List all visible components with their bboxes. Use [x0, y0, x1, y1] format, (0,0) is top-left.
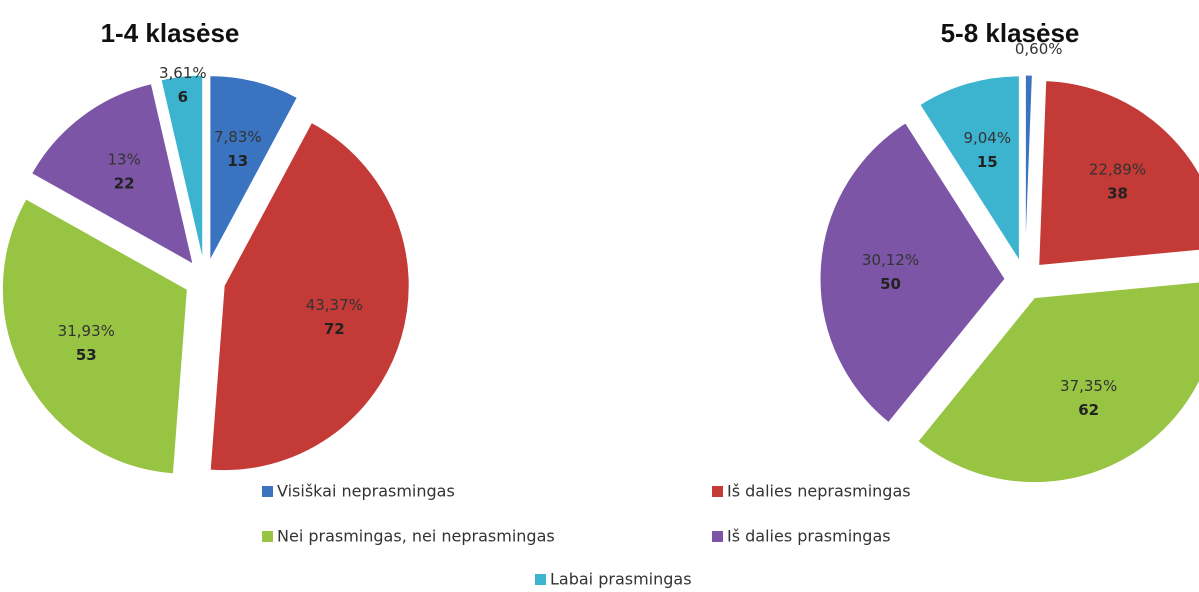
pie-slice: [917, 281, 1199, 484]
count-label: 13: [227, 152, 248, 170]
pie-slice: [30, 83, 194, 265]
count-label: 62: [1078, 401, 1099, 419]
legend-swatch: [535, 574, 546, 585]
pie-slice: [1024, 74, 1033, 261]
percent-label: 22,89%: [1089, 161, 1146, 179]
chart-title: 1-4 klasėse: [101, 18, 240, 48]
pie-slice: [1038, 80, 1199, 267]
pie-slice: [919, 75, 1020, 263]
count-label: 22: [114, 175, 135, 193]
percent-label: 30,12%: [862, 251, 919, 269]
pie-slice: [209, 75, 298, 261]
chart-title: 5-8 klasėse: [941, 18, 1080, 48]
pie-slice: [1, 198, 188, 475]
legend-swatch: [262, 531, 273, 542]
percent-label: 9,04%: [963, 129, 1011, 147]
count-label: 6: [178, 88, 188, 106]
pie-slice: [209, 121, 410, 472]
legend-swatch: [712, 531, 723, 542]
pie-slice: [160, 74, 204, 261]
legend-label: Iš dalies neprasmingas: [727, 482, 911, 501]
legend-label: Iš dalies prasmingas: [727, 527, 891, 546]
legend-label: Labai prasmingas: [550, 570, 692, 589]
count-label: 15: [977, 153, 998, 171]
percent-label: 3,61%: [159, 64, 207, 82]
pie-slice: [819, 122, 1006, 424]
percent-label: 37,35%: [1060, 377, 1117, 395]
count-label: 38: [1107, 185, 1128, 203]
percent-label: 13%: [108, 151, 141, 169]
legend-swatch: [712, 486, 723, 497]
count-label: 72: [324, 320, 345, 338]
legend-label: Nei prasmingas, nei neprasmingas: [277, 527, 555, 546]
percent-label: 7,83%: [214, 128, 262, 146]
percent-label: 31,93%: [58, 322, 115, 340]
legend-label: Visiškai neprasmingas: [277, 482, 455, 501]
legend-swatch: [262, 486, 273, 497]
percent-label: 43,37%: [306, 296, 363, 314]
count-label: 50: [880, 275, 901, 293]
percent-label: 0,60%: [1015, 40, 1063, 58]
count-label: 53: [76, 346, 97, 364]
